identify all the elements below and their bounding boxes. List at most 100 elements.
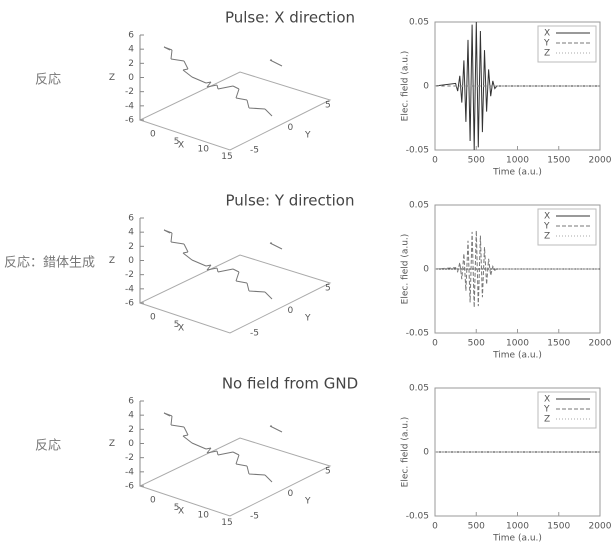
- legend-label: Z: [544, 49, 550, 59]
- y-axis-label: Elec. field (a.u.): [401, 417, 411, 488]
- x-tick-label: 500: [468, 522, 485, 532]
- legend-box: [537, 391, 597, 429]
- x-tick-label: 1500: [547, 522, 570, 532]
- x-tick-label: 15: [221, 152, 232, 162]
- z-tick-label: -4: [125, 101, 134, 111]
- z-tick-label: -2: [125, 453, 134, 463]
- panel-title: Pulse: X direction: [225, 9, 355, 27]
- y-tick-label: 0: [288, 489, 294, 499]
- x-tick-label: 2000: [589, 522, 612, 532]
- y-axis-label: Elec. field (a.u.): [401, 51, 411, 122]
- z-tick-label: -6: [125, 116, 134, 126]
- floor: [138, 437, 332, 517]
- x-tick-label: 5: [174, 503, 180, 513]
- z-tick-label: -4: [125, 284, 134, 294]
- x-axis-label: Time (a.u.): [492, 168, 542, 178]
- z-tick-label: -6: [125, 482, 134, 492]
- y-tick-label: 0.05: [409, 18, 429, 28]
- row-label: 反応: [35, 73, 61, 88]
- y-tick-label: 0: [288, 123, 294, 133]
- legend-label: Y: [543, 222, 550, 232]
- legend-label: Y: [543, 405, 550, 415]
- x-tick-label: 0: [150, 313, 156, 323]
- y-tick-label: 0: [288, 306, 294, 316]
- legend-label: X: [544, 212, 550, 222]
- z-tick-label: -6: [125, 299, 134, 309]
- z-tick-label: 6: [128, 31, 134, 41]
- panel-title: Pulse: Y direction: [226, 192, 355, 210]
- y-tick-label: 5: [325, 284, 331, 294]
- x-axis-label: Time (a.u.): [492, 534, 542, 544]
- z-tick-label: 4: [128, 45, 134, 55]
- series-line: [434, 21, 600, 151]
- x-tick-label: 10: [198, 145, 210, 155]
- x-tick-label: 2000: [589, 156, 612, 166]
- x-label: X: [178, 141, 184, 151]
- y-tick-label: 0: [423, 82, 429, 92]
- z-tick-label: 4: [128, 228, 134, 238]
- z-tick-label: 6: [128, 214, 134, 224]
- x-tick-label: 1000: [506, 339, 529, 349]
- x-tick-label: 2000: [589, 339, 612, 349]
- x-axis-label: Time (a.u.): [492, 351, 542, 361]
- z-label: Z: [109, 439, 115, 449]
- row-label: 反応：錯体生成: [4, 256, 95, 271]
- z-tick-label: 2: [128, 425, 134, 435]
- z-tick-label: -2: [125, 270, 134, 280]
- x-tick-label: 0: [432, 339, 438, 349]
- y-tick-label: -0.05: [406, 512, 429, 522]
- x-tick-label: 1500: [547, 339, 570, 349]
- y-tick-label: -0.05: [406, 146, 429, 156]
- y-tick-label: 0: [423, 448, 429, 458]
- z-label: Z: [109, 256, 115, 266]
- z-label: Z: [109, 73, 115, 83]
- x-tick-label: 0: [432, 522, 438, 532]
- y-tick-label: 5: [325, 101, 331, 111]
- floor: [138, 254, 332, 334]
- z-tick-label: 2: [128, 59, 134, 69]
- z-tick-label: 0: [128, 439, 134, 449]
- legend-label: Y: [543, 39, 550, 49]
- y-label: Y: [304, 314, 311, 324]
- x-tick-label: 0: [150, 130, 156, 140]
- x-tick-label: 0: [432, 156, 438, 166]
- z-tick-label: 2: [128, 242, 134, 252]
- y-label: Y: [304, 497, 311, 507]
- y-tick-label: -5: [250, 146, 259, 156]
- z-tick-label: 0: [128, 256, 134, 266]
- z-tick-label: -2: [125, 87, 134, 97]
- z-tick-label: 0: [128, 73, 134, 83]
- x-tick-label: 1000: [506, 156, 529, 166]
- x-tick-label: 5: [174, 137, 180, 147]
- x-tick-label: 15: [221, 518, 232, 528]
- x-label: X: [178, 507, 184, 517]
- y-tick-label: 5: [325, 467, 331, 477]
- legend-label: Z: [544, 415, 550, 425]
- z-tick-label: -4: [125, 467, 134, 477]
- floor: [138, 71, 332, 151]
- row-label: 反応: [35, 439, 61, 454]
- panel-title: No field from GND: [222, 375, 358, 393]
- x-tick-label: 10: [198, 511, 210, 521]
- y-tick-label: -0.05: [406, 329, 429, 339]
- molecule-sketch: [163, 229, 283, 300]
- y-label: Y: [304, 131, 311, 141]
- x-tick-label: 1000: [506, 522, 529, 532]
- x-label: X: [178, 324, 184, 334]
- y-tick-label: -5: [250, 329, 259, 339]
- legend-label: X: [544, 29, 550, 39]
- x-tick-label: 500: [468, 156, 485, 166]
- z-tick-label: 6: [128, 397, 134, 407]
- x-tick-label: 500: [468, 339, 485, 349]
- y-axis-label: Elec. field (a.u.): [401, 234, 411, 305]
- y-tick-label: -5: [250, 512, 259, 522]
- x-tick-label: 0: [150, 496, 156, 506]
- y-tick-label: 0.05: [409, 384, 429, 394]
- legend-label: Z: [544, 232, 550, 242]
- legend-box: [537, 208, 597, 246]
- molecule-sketch: [163, 412, 283, 483]
- legend-box: [537, 25, 597, 63]
- z-tick-label: 4: [128, 411, 134, 421]
- x-tick-label: 1500: [547, 156, 570, 166]
